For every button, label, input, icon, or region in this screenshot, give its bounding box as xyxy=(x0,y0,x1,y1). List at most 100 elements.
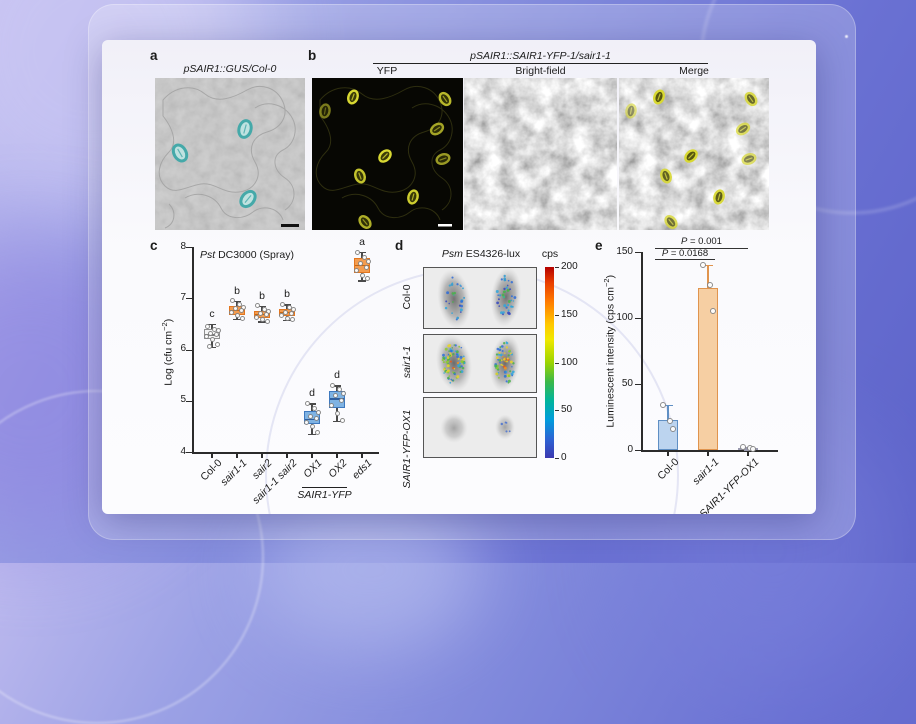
e-y-tick-label: 50 xyxy=(621,377,633,389)
c-data-point xyxy=(315,409,321,415)
colorbar-tick-label: 150 xyxy=(561,308,578,320)
stoma-glyph xyxy=(435,153,451,165)
panel-b-brightfield-micrograph xyxy=(464,78,617,230)
c-median-line xyxy=(305,418,319,421)
c-y-tick xyxy=(186,452,192,454)
c-data-point xyxy=(232,306,238,311)
e-significance-label: P = 0.001 xyxy=(655,236,748,247)
c-data-point xyxy=(206,344,212,350)
c-data-point xyxy=(257,311,263,317)
c-data-point xyxy=(334,411,340,417)
colorbar-tick-label: 100 xyxy=(561,356,578,368)
stoma-glyph xyxy=(378,149,392,163)
colorbar xyxy=(545,267,554,458)
cell-outlines xyxy=(158,86,296,229)
p-italic: P xyxy=(661,248,669,259)
c-whisker-cap xyxy=(233,318,241,320)
c-data-point xyxy=(309,423,315,429)
c-data-point xyxy=(282,309,288,315)
panel-a-title: pSAIR1::GUS/Col-0 xyxy=(183,63,277,75)
stoma-glyph xyxy=(358,215,372,229)
c-data-point xyxy=(314,430,320,436)
panel-b-title-rule xyxy=(373,63,708,65)
panel-b-sublabel-merge: Merge xyxy=(679,65,709,77)
c-data-point xyxy=(236,301,242,307)
ylabel-text: Luminescent intensity (cps cm xyxy=(604,286,617,428)
c-data-point xyxy=(203,334,209,340)
e-bar xyxy=(658,419,678,450)
panel-e-y-axis-label: Luminescent intensity (cps cm−2) xyxy=(602,261,617,441)
c-data-point xyxy=(304,400,310,406)
e-bar xyxy=(698,287,718,450)
c-x-tick xyxy=(361,453,363,458)
c-data-point xyxy=(228,310,234,316)
c-letter: c xyxy=(209,307,215,320)
c-data-point xyxy=(361,254,367,260)
e-significance-line xyxy=(655,258,715,260)
c-data-point xyxy=(339,417,345,423)
stoma-glyph xyxy=(684,149,698,163)
stoma-glyph xyxy=(741,153,757,165)
panel-a-label: a xyxy=(150,48,158,63)
c-x-tick xyxy=(336,453,338,458)
d-row-label: SAIR1-YFP-OX1 xyxy=(401,409,413,489)
stoma-glyph xyxy=(713,189,725,205)
p-italic: P xyxy=(681,236,688,247)
c-group-bracket-label: SAIR1-YFP xyxy=(297,489,352,501)
ylabel-text: ) xyxy=(604,274,617,279)
c-median-line xyxy=(330,398,344,400)
c-group-bracket xyxy=(302,487,347,489)
colorbar-tick-label: 50 xyxy=(561,404,573,416)
c-data-point xyxy=(332,393,338,399)
c-y-tick xyxy=(186,247,192,249)
panel-b-title: pSAIR1::SAIR1-YFP-1/sair1-1 xyxy=(470,50,611,62)
e-y-tick-label: 100 xyxy=(616,311,633,323)
panel-c-label: c xyxy=(150,238,158,253)
d-leaf-image-row xyxy=(423,334,537,393)
colorbar-label: cps xyxy=(541,248,559,260)
e-x-tick xyxy=(747,451,749,456)
c-y-tick-label: 4 xyxy=(180,445,186,457)
e-significance-line xyxy=(655,247,748,249)
e-y-axis xyxy=(641,252,643,451)
panel-a-gus-micrograph xyxy=(155,78,305,230)
stoma-glyph xyxy=(319,103,331,119)
c-whisker-cap xyxy=(258,305,266,308)
c-data-point xyxy=(313,416,319,422)
colorbar-tick xyxy=(555,362,559,364)
scale-bar xyxy=(281,224,299,227)
e-y-tick xyxy=(635,318,641,320)
e-error-cap xyxy=(663,405,673,407)
sparkle-dot xyxy=(845,35,848,38)
c-data-point xyxy=(209,336,215,342)
stoma-glyph xyxy=(438,91,452,107)
stoma-glyph xyxy=(664,215,678,229)
c-whisker-cap xyxy=(358,280,366,282)
e-x-axis xyxy=(641,450,778,452)
c-data-point xyxy=(263,312,269,318)
c-whisker-cap xyxy=(233,300,241,302)
d-leaf-graphic xyxy=(436,334,521,392)
colorbar-tick xyxy=(555,410,559,412)
colorbar-tick-label: 200 xyxy=(561,261,578,272)
e-data-point xyxy=(667,417,673,424)
e-data-point xyxy=(740,444,746,451)
c-whisker-cap xyxy=(308,434,316,436)
p-value-text: = 0.001 xyxy=(687,236,722,247)
c-data-point xyxy=(354,249,360,255)
e-significance-label: P = 0.0168 xyxy=(655,248,715,259)
c-letter: a xyxy=(359,236,365,249)
figure-layer: a pSAIR1::GUS/Col-0 b pSAIR1::SAIR1-YFP-… xyxy=(102,40,816,514)
p-value-text: = 0.0168 xyxy=(668,248,709,259)
panel-d-title-italic: Psm xyxy=(441,248,463,260)
c-y-tick xyxy=(186,349,192,351)
panel-c-title: Pst DC3000 (Spray) xyxy=(200,249,294,261)
stoma-glyph xyxy=(625,103,637,119)
stoma-glyph xyxy=(354,168,366,184)
stoma-glyph xyxy=(171,143,189,163)
e-y-tick xyxy=(635,252,641,254)
stoma-glyph xyxy=(429,122,445,136)
c-data-point xyxy=(213,331,219,337)
c-y-tick-label: 8 xyxy=(180,240,186,252)
